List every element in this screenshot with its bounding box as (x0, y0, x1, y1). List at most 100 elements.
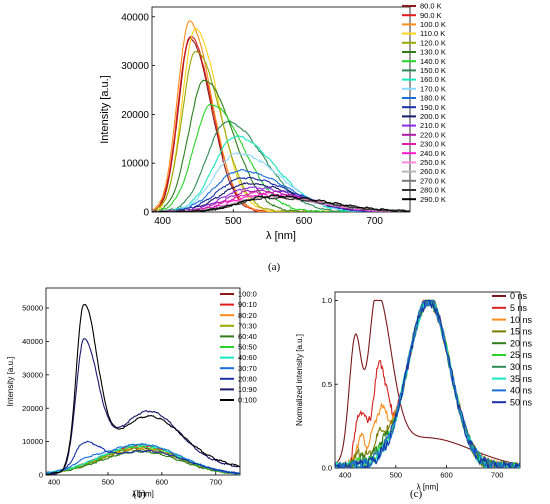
series-line-b-8 (46, 440, 240, 475)
legend-label: 70:30 (238, 321, 257, 330)
series-line-a-8 (152, 135, 410, 212)
series-line-c-8 (335, 299, 520, 468)
legend-label: 35 ns (510, 374, 533, 384)
legend-label: 30:70 (238, 364, 257, 373)
legend-label: 5 ns (510, 303, 528, 313)
legend-label: 50 ns (510, 397, 533, 407)
legend-label: 40 ns (510, 386, 533, 396)
chart-c-time-resolved-spectra: 400 500 600 700 0.0 0.5 1.0 λ [nm] Normalized in… (295, 291, 533, 491)
legend-label: 50:50 (238, 343, 257, 352)
y-tick-label: 40000 (121, 12, 149, 23)
legend-label: 0 ns (510, 291, 528, 301)
plot-frame (334, 291, 521, 469)
series-lines (335, 298, 520, 468)
legend-label: 270.0 K (420, 176, 446, 185)
series-line-c-5 (335, 299, 520, 468)
legend-label: 15 ns (510, 327, 533, 337)
x-tick-label: 700 (366, 216, 383, 227)
legend-label: 130.0 K (420, 48, 446, 57)
legend-label: 20:80 (238, 374, 257, 383)
series-lines (152, 20, 410, 212)
series-line-c-0 (335, 299, 520, 465)
y-axis-label: Normalized intensity [a.u.] (295, 334, 304, 426)
legend-label: 220.0 K (420, 130, 446, 139)
legend-label: 30 ns (510, 362, 533, 372)
legend-label: 150.0 K (420, 66, 446, 75)
series-line-b-10 (46, 303, 240, 475)
y-tick-label: 40000 (22, 337, 43, 346)
y-tick-label: 1.0 (322, 296, 332, 305)
x-axis-label: λ [nm] (266, 230, 296, 242)
y-axis-label: Intensity [a.u.] (6, 357, 15, 407)
legend-label: 100:0 (238, 290, 257, 299)
legend-label: 290.0 K (420, 195, 446, 204)
series-line-a-21 (152, 194, 410, 212)
legend-label: 0:100 (238, 396, 257, 405)
legend-label: 160.0 K (420, 75, 446, 84)
series-line-c-4 (335, 299, 520, 468)
y-tick-label: 10000 (121, 159, 149, 170)
x-tick-label: 500 (390, 471, 403, 480)
y-tick-label: 0.5 (322, 380, 332, 389)
series-line-a-3 (152, 27, 410, 212)
x-tick-label: 600 (156, 478, 169, 487)
x-tick-label: 700 (209, 478, 222, 487)
legend-label: 210.0 K (420, 121, 446, 130)
legend-label: 25 ns (510, 350, 533, 360)
series-line-a-2 (152, 20, 410, 212)
plot-frame (45, 287, 241, 476)
legend-label: 110.0 K (420, 29, 445, 38)
legend-label: 60:40 (238, 332, 257, 341)
legend-label: 250.0 K (420, 158, 446, 167)
x-axis-label: λ [nm] (417, 483, 439, 492)
x-tick-label: 600 (440, 471, 453, 480)
caption-a: (a) (268, 261, 281, 273)
y-tick-label: 0 (39, 471, 43, 480)
legend-label: 100.0 K (420, 20, 446, 29)
chart-a-temperature-spectra: 400 500 600 700 0 10000 20000 30000 40000 λ [nm] I… (99, 2, 446, 242)
y-tick-label: 0.0 (322, 464, 332, 473)
series-line-c-2 (335, 299, 520, 468)
y-axis-label: Intensity [a.u.] (99, 75, 111, 143)
legend-label: 230.0 K (420, 140, 446, 149)
legend-label: 10:90 (238, 385, 257, 394)
x-tick-label: 600 (296, 216, 313, 227)
series-line-a-20 (152, 196, 410, 212)
legend-label: 200.0 K (420, 112, 446, 121)
x-tick-label: 400 (154, 216, 171, 227)
caption-b: (b) (133, 488, 146, 500)
x-tick-label: 500 (102, 478, 115, 487)
series-line-c-1 (335, 299, 520, 468)
legend-label: 40:60 (238, 353, 257, 362)
y-tick-label: 30000 (22, 370, 43, 379)
legend-label: 170.0 K (420, 84, 446, 93)
y-tick-label: 20000 (121, 110, 149, 121)
legend-label: 10 ns (510, 315, 533, 325)
series-line-a-14 (152, 188, 410, 212)
legend-label: 80:20 (238, 311, 257, 320)
x-tick-label: 400 (48, 478, 61, 487)
x-axis-label: λ [nm] (132, 490, 154, 499)
series-line-a-7 (152, 120, 410, 212)
legend-label: 280.0 K (420, 186, 446, 195)
chart-b-ratio-spectra: 400 500 600 700 0 10000 20000 30000 40000 50000 λ … (6, 287, 257, 499)
series-line-a-5 (152, 79, 410, 212)
series-line-c-3 (335, 298, 520, 468)
legend-label: 20 ns (510, 338, 533, 348)
legend-label: 260.0 K (420, 167, 446, 176)
series-line-a-4 (152, 50, 410, 212)
y-tick-label: 10000 (22, 437, 43, 446)
series-line-b-9 (46, 337, 240, 475)
legend-label: 140.0 K (420, 57, 446, 66)
caption-c: (c) (410, 488, 423, 500)
x-tick-label: 500 (225, 216, 242, 227)
series-lines (46, 303, 240, 475)
x-tick-label: 400 (339, 471, 352, 480)
legend-label: 120.0 K (420, 38, 446, 47)
legend-label: 80.0 K (420, 2, 442, 11)
legend-label: 180.0 K (420, 94, 446, 103)
y-tick-label: 0 (143, 208, 149, 219)
